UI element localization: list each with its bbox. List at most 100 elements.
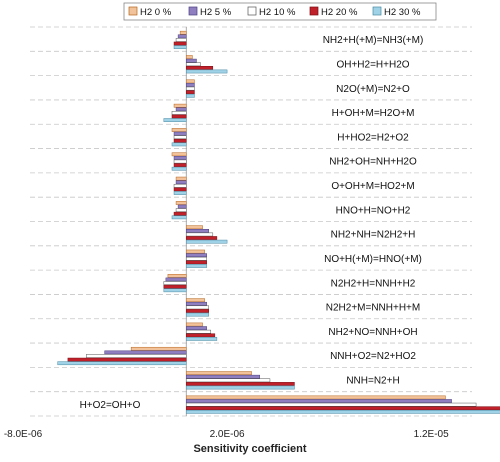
- bar: [171, 152, 187, 157]
- category-separators: [30, 26, 472, 417]
- bar: [186, 329, 212, 334]
- bar: [175, 201, 187, 205]
- bar: [57, 361, 187, 366]
- bar: [186, 86, 195, 91]
- category-label: H+OH+M=H2O+M: [332, 108, 415, 119]
- bar: [173, 183, 187, 188]
- bar: [173, 45, 187, 50]
- bar: [175, 176, 187, 181]
- bar: [186, 399, 452, 403]
- bar: [186, 66, 214, 70]
- legend-swatch: [128, 6, 138, 16]
- bar: [186, 312, 209, 317]
- category-label: N2O(+M)=N2+O: [336, 84, 410, 95]
- bar: [173, 191, 187, 195]
- category-label: NNH=N2+H: [346, 376, 399, 387]
- bar: [186, 385, 295, 390]
- bar: [186, 326, 207, 330]
- bar: [175, 208, 187, 212]
- bar: [173, 211, 187, 216]
- bar: [186, 395, 446, 400]
- bar: [186, 371, 252, 375]
- bar: [186, 337, 218, 341]
- x-axis-title: Sensitivity coefficient: [193, 443, 306, 455]
- legend-label: H2 0 %: [140, 7, 172, 18]
- category-label: N2H2+M=NNH+H+M: [326, 303, 420, 314]
- bar: [171, 128, 187, 132]
- bar: [186, 232, 214, 237]
- bar: [186, 90, 195, 95]
- category-labels: NH2+H(+M)=NH3(+M) OH+H2=H+H2O N2O(+M)=N2+O…: [80, 35, 424, 411]
- bar: [171, 114, 187, 119]
- bar: [186, 79, 195, 84]
- bar: [165, 277, 187, 282]
- bar: [186, 55, 193, 59]
- bar: [173, 163, 187, 167]
- bar: [186, 333, 216, 338]
- bar: [130, 346, 187, 351]
- bars: [57, 30, 500, 414]
- bar: [186, 225, 203, 230]
- bar: [186, 402, 477, 407]
- bar: [179, 30, 187, 35]
- legend-box: [123, 2, 437, 21]
- bar: [186, 229, 209, 233]
- bar: [186, 69, 228, 74]
- bar: [186, 58, 197, 63]
- bar: [173, 187, 187, 192]
- legend-label: H2 5 %: [200, 7, 232, 18]
- bar: [171, 142, 187, 147]
- category-label: H+HO2=H2+O2: [337, 132, 409, 143]
- bar: [186, 239, 228, 244]
- bar: [186, 322, 203, 327]
- bar: [186, 378, 271, 383]
- legend: H2 0 % H2 5 % H2 10 % H2 20 % H2 30 %: [123, 2, 437, 21]
- bar: [175, 180, 187, 185]
- bar: [167, 274, 187, 278]
- bar: [186, 253, 207, 258]
- bar: [186, 309, 209, 313]
- bar: [163, 288, 187, 293]
- category-label: HNO+H=NO+H2: [336, 205, 411, 216]
- x-tick-label: 2.0E-06: [210, 429, 245, 440]
- bar: [186, 264, 207, 268]
- category-label: NH2+NO=NNH+OH: [328, 327, 417, 338]
- bar: [186, 374, 260, 379]
- category-label: NH2+NH=N2H2+H: [331, 230, 416, 241]
- bar: [177, 204, 187, 209]
- legend-label: H2 20 %: [321, 7, 358, 18]
- category-label: NH2+OH=NH+H2O: [329, 157, 417, 168]
- bar: [186, 256, 207, 261]
- bar: [177, 34, 187, 39]
- bar: [186, 83, 195, 87]
- category-label: OH+H2=H+H2O: [336, 59, 409, 70]
- bar: [173, 156, 187, 160]
- bar: [86, 354, 187, 358]
- legend-swatch: [372, 6, 382, 16]
- bar: [171, 111, 187, 115]
- legend-swatch: [309, 6, 319, 16]
- bar: [171, 215, 187, 220]
- bar: [173, 138, 187, 143]
- category-label: NNH+O2=N2+HO2: [330, 351, 416, 362]
- bar: [173, 131, 187, 136]
- bar: [67, 357, 187, 362]
- legend-label: H2 30 %: [384, 7, 421, 18]
- bar: [186, 236, 218, 240]
- bar: [175, 107, 187, 112]
- bar: [173, 103, 187, 108]
- bar: [163, 284, 187, 289]
- bar: [186, 260, 207, 265]
- bar: [186, 382, 295, 386]
- bar: [186, 409, 500, 414]
- bar: [173, 41, 187, 46]
- bar: [163, 281, 187, 285]
- legend-swatch: [247, 6, 257, 16]
- bar: [186, 93, 195, 98]
- x-axis: -8.0E-06 2.0E-06 1.2E-05: [4, 429, 449, 440]
- category-label: N2H2+H=NNH+H2: [331, 278, 416, 289]
- bar: [163, 118, 187, 122]
- bar: [171, 166, 187, 171]
- bar: [186, 62, 201, 67]
